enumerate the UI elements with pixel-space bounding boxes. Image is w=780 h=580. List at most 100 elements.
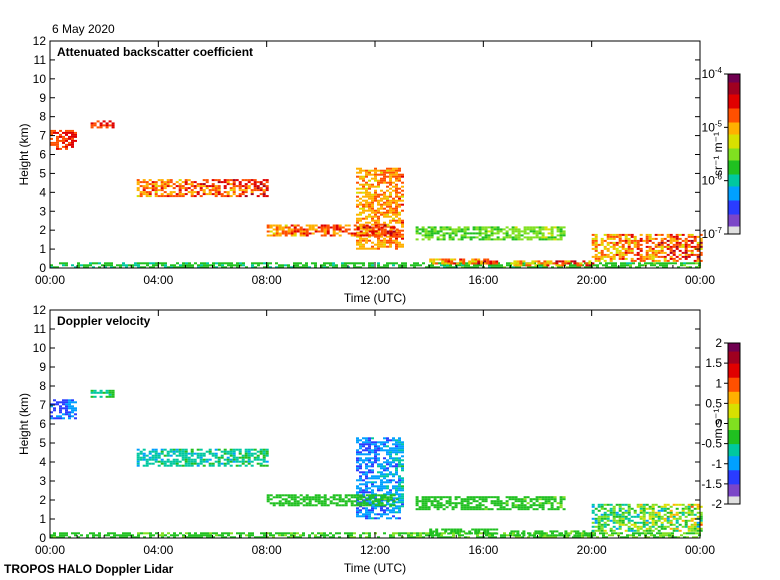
data-cell — [395, 467, 398, 470]
data-cell — [389, 234, 393, 237]
data-cell — [374, 445, 377, 448]
colorbar-swatch — [728, 417, 740, 420]
data-cell — [194, 532, 197, 535]
data-cell — [179, 532, 182, 535]
data-cell — [74, 266, 77, 269]
data-cell — [389, 221, 392, 224]
data-cell — [377, 217, 380, 220]
data-cell — [323, 264, 326, 267]
y-tick-label: 10 — [33, 72, 47, 86]
data-cell — [160, 195, 164, 198]
data-cell — [148, 187, 152, 190]
data-cell — [154, 456, 158, 459]
data-cell — [344, 494, 348, 497]
data-cell — [600, 517, 604, 520]
data-cell — [493, 504, 497, 507]
data-cell — [475, 228, 479, 231]
data-cell — [534, 260, 538, 263]
data-cell — [473, 266, 476, 269]
data-cell — [383, 473, 386, 476]
data-cell — [642, 515, 646, 518]
data-cell — [506, 262, 509, 265]
data-cell — [365, 226, 369, 229]
data-cell — [466, 502, 470, 505]
data-cell — [544, 238, 548, 241]
data-cell — [500, 264, 503, 267]
data-cell — [665, 266, 668, 269]
data-cell — [603, 513, 607, 516]
data-cell — [380, 181, 383, 184]
y-tick-label: 9 — [39, 91, 46, 105]
data-cell — [265, 452, 269, 455]
data-cell — [401, 451, 404, 454]
data-cell — [611, 266, 614, 269]
data-cell — [365, 215, 368, 218]
data-cell — [359, 207, 362, 210]
data-cell — [230, 532, 233, 535]
colorbar-swatch — [728, 419, 740, 422]
data-cell — [513, 530, 517, 533]
data-cell — [250, 464, 254, 467]
data-cell — [672, 251, 676, 254]
data-cell — [398, 173, 401, 176]
data-cell — [323, 498, 327, 501]
data-cell — [608, 534, 611, 537]
data-cell — [356, 195, 359, 198]
data-cell — [532, 230, 536, 233]
data-cell — [299, 536, 302, 539]
data-cell — [151, 189, 155, 192]
data-cell — [230, 266, 233, 269]
data-cell — [208, 450, 212, 453]
data-cell — [508, 508, 512, 511]
data-cell — [148, 456, 152, 459]
data-cell — [487, 238, 491, 241]
data-cell — [374, 191, 377, 194]
data-cell — [630, 239, 634, 242]
data-cell — [597, 505, 601, 508]
data-cell — [651, 513, 655, 516]
colorbar-swatch — [728, 188, 740, 191]
data-cell — [665, 262, 668, 265]
data-cell — [430, 226, 434, 229]
data-cell — [371, 228, 375, 231]
data-cell — [654, 519, 658, 522]
colorbar-swatch — [728, 377, 740, 380]
data-cell — [374, 494, 378, 497]
data-cell — [353, 266, 356, 269]
data-cell — [161, 264, 164, 267]
data-cell — [68, 413, 71, 416]
data-cell — [490, 500, 494, 503]
data-cell — [653, 262, 656, 265]
data-cell — [383, 241, 386, 244]
data-cell — [108, 393, 112, 396]
data-cell — [113, 536, 116, 539]
data-cell — [359, 453, 362, 456]
data-cell — [175, 454, 179, 457]
data-cell — [362, 473, 365, 476]
data-cell — [341, 262, 344, 265]
data-cell — [395, 447, 398, 450]
data-cell — [105, 126, 109, 129]
y-tick-label: 1 — [39, 512, 46, 526]
data-cell — [371, 500, 375, 503]
data-cell — [425, 534, 428, 537]
data-cell — [386, 445, 389, 448]
data-cell — [143, 532, 146, 535]
data-cell — [496, 498, 500, 501]
data-cell — [615, 235, 619, 238]
data-cell — [612, 237, 616, 240]
data-cell — [535, 230, 539, 233]
data-cell — [187, 456, 191, 459]
data-cell — [65, 129, 68, 132]
data-cell — [606, 237, 610, 240]
data-cell — [451, 236, 455, 239]
data-cell — [447, 258, 451, 261]
data-cell — [526, 508, 530, 511]
data-cell — [148, 191, 152, 194]
data-cell — [217, 187, 221, 190]
data-cell — [659, 534, 662, 537]
data-cell — [368, 185, 371, 188]
colorbar-swatch — [728, 160, 740, 163]
data-cell — [199, 458, 203, 461]
data-cell — [386, 507, 389, 510]
